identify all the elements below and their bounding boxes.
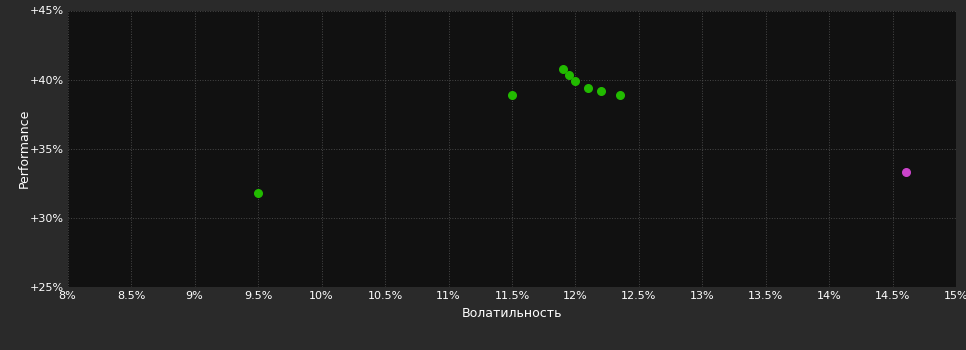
Point: [581, 85, 596, 91]
Point: [612, 92, 628, 98]
Point: [593, 88, 609, 93]
Point: [897, 169, 913, 175]
Y-axis label: Performance: Performance: [17, 109, 30, 188]
X-axis label: Волатильность: Волатильность: [462, 307, 562, 320]
Point: [561, 73, 577, 78]
Point: [250, 190, 266, 196]
Point: [504, 92, 520, 98]
Point: [555, 66, 571, 71]
Point: [568, 78, 583, 84]
